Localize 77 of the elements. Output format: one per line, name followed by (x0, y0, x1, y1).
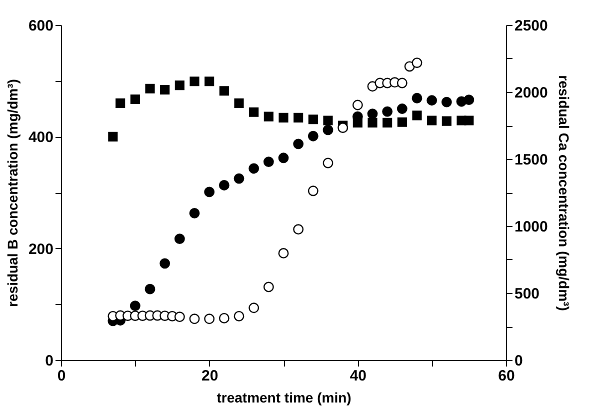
point (293, 138, 304, 150)
point (263, 282, 274, 292)
point (108, 132, 118, 142)
point (189, 208, 200, 218)
point (308, 114, 318, 124)
x-axis-title: treatment time (min) (216, 390, 352, 406)
point (464, 94, 474, 106)
point (249, 107, 259, 117)
point (382, 106, 393, 117)
point (174, 234, 185, 244)
point (174, 312, 185, 322)
point (352, 100, 363, 110)
point (397, 117, 407, 127)
point (218, 312, 230, 324)
x-tick-label: 60 (498, 368, 515, 384)
y2-tick-label: 1500 (514, 152, 548, 168)
point (189, 314, 200, 324)
point (396, 78, 408, 88)
point (412, 92, 422, 104)
point (322, 158, 334, 168)
y-tick-label: 0 (45, 352, 54, 370)
point (234, 173, 244, 184)
point (204, 76, 214, 86)
point (278, 152, 289, 164)
point (278, 248, 289, 258)
y2-tick-label: 1000 (514, 218, 548, 236)
point (204, 186, 215, 198)
point (219, 86, 229, 96)
x-tick-label: 40 (350, 368, 367, 384)
point (308, 130, 318, 142)
point (338, 122, 348, 133)
point (234, 98, 244, 108)
point (190, 76, 200, 86)
point (294, 112, 304, 122)
point (144, 284, 156, 294)
y2-tick-label: 0 (514, 352, 523, 370)
point (323, 116, 333, 126)
point (264, 112, 274, 122)
y-tick-label: 200 (28, 240, 54, 258)
point (412, 110, 422, 120)
point (130, 300, 140, 312)
point (293, 224, 304, 235)
point (368, 118, 378, 128)
point (248, 302, 260, 314)
point (234, 310, 244, 322)
point (204, 314, 215, 324)
y-tick-label: 600 (28, 18, 54, 34)
y-tick-label: 400 (28, 129, 54, 146)
point (130, 94, 140, 104)
point (404, 61, 415, 72)
point (382, 118, 392, 128)
point (145, 84, 155, 94)
point (160, 84, 170, 95)
y2-tick-label: 2000 (514, 84, 548, 102)
point (441, 96, 452, 108)
point (174, 80, 184, 90)
point (308, 186, 318, 196)
point (396, 104, 408, 114)
point (426, 95, 438, 106)
point (248, 163, 260, 174)
point (412, 58, 422, 68)
point (442, 116, 452, 126)
point (427, 116, 437, 126)
point (464, 116, 474, 126)
point (263, 156, 274, 167)
point (218, 180, 230, 190)
point (322, 124, 334, 136)
y2-tick-label: 500 (514, 286, 540, 302)
point (367, 108, 378, 119)
x-tick-label: 20 (201, 368, 218, 384)
point (116, 98, 126, 108)
point (160, 258, 170, 269)
x-tick-label: 0 (57, 368, 66, 384)
y2-axis-title: residual Ca concentration (mg/dm³) (556, 75, 572, 311)
point (278, 112, 288, 122)
y-axis-title: residual B concentration (mg/dm³) (4, 79, 20, 307)
y2-tick-label: 2500 (514, 18, 548, 34)
